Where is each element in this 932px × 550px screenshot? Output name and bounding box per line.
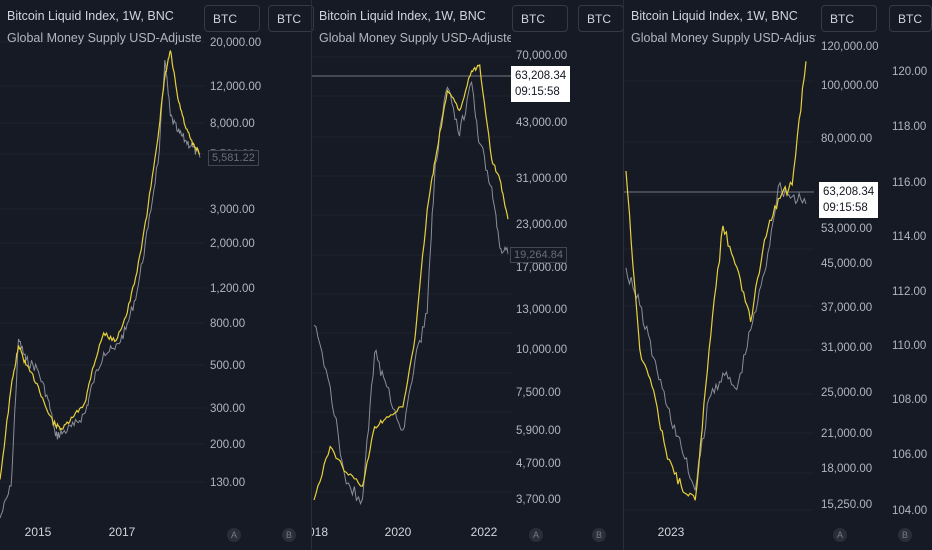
- y-tick-label: 17,000.00: [516, 262, 567, 274]
- y-tick-label: 13,000.00: [516, 304, 567, 316]
- y-tick-label: 1,200.00: [210, 283, 255, 295]
- x-tick-label: 2023: [658, 525, 685, 539]
- auto-scale-button[interactable]: A: [833, 528, 847, 542]
- y-tick-label: 8,000.00: [210, 118, 255, 130]
- grid: [0, 41, 205, 483]
- y-tick-label: 112.00: [892, 286, 926, 298]
- y-tick-label: 120,000.00: [821, 41, 879, 53]
- y-tick-label: 70,000.00: [516, 50, 567, 62]
- x-tick-label: 2015: [25, 525, 52, 539]
- y-tick-label: 43,000.00: [516, 117, 567, 129]
- btc-button-left[interactable]: BTC: [204, 5, 260, 32]
- btc-button-left[interactable]: BTC: [512, 5, 568, 32]
- btc-button-right[interactable]: BTC: [268, 5, 314, 32]
- price-time: 09:15:58: [515, 86, 560, 98]
- price-value: 63,208.34: [823, 186, 875, 198]
- panel-divider: [311, 0, 312, 550]
- series-line-bitcoin: [0, 60, 201, 519]
- auto-scale-button[interactable]: A: [227, 528, 241, 542]
- y-tick-label: 23,000.00: [516, 219, 567, 231]
- panel-divider: [623, 0, 624, 550]
- series-line-bitcoin: [313, 80, 509, 506]
- y-tick-label: 25,000.00: [821, 387, 872, 399]
- price-time: 09:15:58: [823, 202, 868, 214]
- y-tick-label: 130.00: [210, 477, 245, 489]
- x-tick-label: 2022: [471, 525, 498, 539]
- chart-canvas-2[interactable]: 90.0088.0086.0084.0082.0080.0078.0076.00…: [312, 0, 624, 550]
- x-tick-label: 2017: [109, 525, 136, 539]
- y-axis-left: 20,000.00 12,000.00 8,000.00 5,581.22 3,000.…: [210, 37, 261, 489]
- y-axis-right: 120,000.00 100,000.00 80,000.00 53,000.00 45…: [821, 41, 879, 511]
- y-tick-label: 7,500.00: [516, 387, 561, 399]
- last-value-label: 5,581.22: [208, 150, 259, 166]
- y-tick-label: 118.00: [892, 121, 926, 133]
- y-tick-label: 53,000.00: [821, 223, 872, 235]
- y-tick-label: 108.00: [892, 394, 927, 406]
- btc-button-left[interactable]: BTC: [821, 5, 877, 32]
- chart-title: Bitcoin Liquid Index, 1W, BNC: [319, 9, 486, 23]
- y-tick-label: 80,000.00: [821, 133, 872, 145]
- y-tick-label: 45,000.00: [821, 258, 872, 270]
- grid: [624, 80, 814, 511]
- series-line-bitcoin: [625, 181, 807, 491]
- y-tick-label: 3,000.00: [210, 204, 255, 216]
- x-axis: 2023: [658, 525, 685, 539]
- chart-panel-1[interactable]: 20,000.00 12,000.00 8,000.00 5,581.22 3,000.…: [0, 0, 314, 550]
- chart-panel-2[interactable]: 90.0088.0086.0084.0082.0080.0078.0076.00…: [282, 0, 624, 550]
- y-tick-label: 200.00: [210, 439, 245, 451]
- y-axis-far-right: 120.00 118.00 116.00 114.00 112.00 110.00 108.…: [892, 66, 927, 517]
- y-tick-label: 110.00: [892, 340, 926, 352]
- y-tick-label: 300.00: [210, 403, 245, 415]
- x-axis: 2015 2017: [25, 525, 136, 539]
- price-tooltip: 63,208.34 09:15:58: [819, 182, 879, 218]
- y-tick-label: 21,000.00: [821, 428, 872, 440]
- y-tick-label: 5,900.00: [516, 425, 561, 437]
- chart-canvas-3[interactable]: 115.00110.00106.00102.0098.0095.0092.008…: [624, 0, 932, 550]
- scale-button-b-right[interactable]: B: [898, 528, 912, 542]
- btc-button-right[interactable]: BTC: [889, 5, 932, 32]
- x-axis: 018 2020 2022: [312, 525, 498, 539]
- y-tick-label: 116.00: [892, 177, 926, 189]
- scale-button-b[interactable]: B: [282, 528, 296, 542]
- y-tick-label: 114.00: [892, 231, 926, 243]
- chart-subtitle: Global Money Supply USD-Adjusted (: [631, 31, 816, 45]
- y-tick-label: 31,000.00: [516, 173, 567, 185]
- y-tick-label: 120.00: [892, 66, 927, 78]
- y-tick-label: 31,000.00: [821, 342, 872, 354]
- btc-button-right[interactable]: BTC: [578, 5, 624, 32]
- y-tick-label: 10,000.00: [516, 344, 567, 356]
- grid: [312, 56, 512, 493]
- y-tick-label: 104.00: [892, 505, 927, 517]
- x-tick-label: 018: [312, 525, 328, 539]
- y-tick-label: 3,700.00: [516, 494, 561, 506]
- chart-subtitle: Global Money Supply USD-Adjusted (D: [319, 31, 511, 45]
- chart-title: Bitcoin Liquid Index, 1W, BNC: [631, 9, 798, 23]
- x-tick-label: 2020: [385, 525, 412, 539]
- y-tick-label: 4,700.00: [516, 458, 561, 470]
- y-tick-label: 20,000.00: [210, 37, 261, 49]
- y-tick-label: 2,000.00: [210, 238, 255, 250]
- price-tooltip: 63,208.34 09:15:58: [511, 66, 571, 102]
- last-value-label: 19,264.84: [510, 247, 567, 263]
- price-value: 63,208.34: [515, 70, 567, 82]
- chart-panel-3[interactable]: 115.00110.00106.00102.0098.0095.0092.008…: [592, 0, 932, 550]
- y-tick-label: 15,250.00: [821, 499, 872, 511]
- y-tick-label: 800.00: [210, 318, 245, 330]
- y-tick-label: 37,000.00: [821, 302, 872, 314]
- y-tick-label: 106.00: [892, 449, 927, 461]
- chart-subtitle: Global Money Supply USD-Adjusted (D,: [7, 31, 202, 45]
- auto-scale-button[interactable]: A: [529, 528, 543, 542]
- y-tick-label: 12,000.00: [210, 81, 261, 93]
- scale-button-b[interactable]: B: [592, 528, 606, 542]
- series-line-money-supply: [625, 61, 807, 501]
- y-tick-label: 18,000.00: [821, 463, 872, 475]
- chart-title: Bitcoin Liquid Index, 1W, BNC: [7, 9, 174, 23]
- y-axis-right: 70,000.00 43,000.00 31,000.00 23,000.00 17,0…: [516, 50, 567, 506]
- series-line-money-supply: [0, 50, 201, 480]
- chart-canvas-1[interactable]: 20,000.00 12,000.00 8,000.00 5,581.22 3,000.…: [0, 0, 312, 550]
- y-tick-label: 500.00: [210, 360, 245, 372]
- y-tick-label: 100,000.00: [821, 80, 879, 92]
- series-line-money-supply: [313, 63, 509, 501]
